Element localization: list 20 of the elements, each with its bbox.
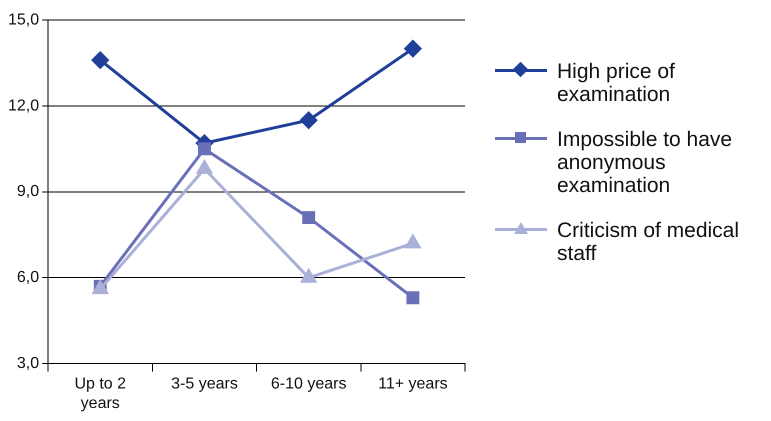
y-tick-label: 9,0 — [16, 183, 40, 200]
point — [301, 269, 316, 283]
x-tick-label: Up to 2 years — [74, 376, 126, 412]
y-tick-label: 15,0 — [8, 11, 40, 28]
y-tick-label: 3,0 — [16, 355, 40, 372]
point — [302, 211, 316, 224]
legend-label: Impossible to have anonymous examination — [557, 128, 734, 197]
point — [406, 291, 420, 304]
legend-label: Criticism of medical staff — [557, 219, 740, 265]
y-tick-label: 6,0 — [16, 269, 40, 286]
y-tick-label: 12,0 — [8, 97, 40, 114]
point — [198, 142, 211, 156]
point — [300, 112, 318, 129]
x-tick-label: 11+ years — [378, 376, 448, 393]
point — [404, 40, 422, 58]
legend-label: High price of examination — [557, 60, 676, 106]
point — [405, 234, 420, 248]
point — [92, 52, 109, 69]
x-tick-label: 3-5 years — [171, 376, 238, 393]
x-tick-label: 6-10 years — [270, 376, 346, 393]
